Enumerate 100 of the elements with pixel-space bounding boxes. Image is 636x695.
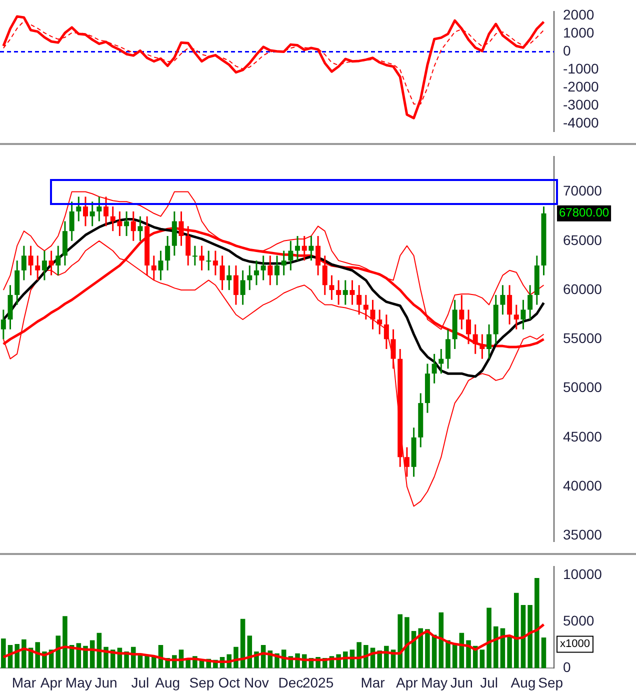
- candlestick: [165, 235, 170, 272]
- candlestick: [281, 250, 286, 276]
- candlestick: [212, 250, 218, 276]
- candlestick: [104, 196, 109, 227]
- candlestick: [316, 235, 321, 276]
- y-tick-label: 0: [563, 659, 571, 676]
- candlestick: [500, 284, 506, 316]
- bar: [62, 616, 68, 668]
- candlestick: [35, 254, 40, 281]
- x-tick-label: Sep: [538, 674, 564, 690]
- y-tick-label: 50000: [563, 379, 602, 396]
- x-tick-label: Apr: [40, 674, 63, 690]
- bar: [514, 592, 519, 668]
- y-tick-label: 65000: [563, 232, 602, 248]
- candlestick: [288, 240, 294, 272]
- candlestick: [240, 270, 246, 306]
- bar: [425, 629, 430, 668]
- y-tick-label: 5000: [563, 612, 594, 629]
- candlestick: [322, 254, 328, 296]
- bar: [1, 638, 6, 668]
- candlestick: [117, 210, 122, 237]
- candlestick: [438, 348, 444, 374]
- y-tick-label: -3000: [563, 96, 600, 113]
- candlestick: [48, 250, 54, 276]
- x-tick-label: May: [421, 674, 448, 690]
- candlestick: [28, 245, 34, 276]
- x-tick-label: Oct: [218, 674, 240, 690]
- candlestick: [130, 210, 136, 242]
- y-tick-label: 35000: [563, 526, 602, 543]
- candlestick: [254, 260, 259, 286]
- x-tick-label: Mar: [12, 674, 36, 690]
- x-tick-label: 2025: [302, 674, 334, 690]
- x-tick-label: Jul: [131, 674, 150, 690]
- candlestick: [514, 304, 519, 330]
- bar: [247, 636, 252, 668]
- bar: [130, 646, 136, 668]
- x-tick-label: Aug: [510, 674, 536, 690]
- y-tick-label: 2000: [563, 6, 594, 23]
- bar: [480, 650, 485, 668]
- candlestick: [96, 196, 102, 222]
- y-tick-label: 10000: [563, 566, 602, 582]
- bar: [507, 636, 512, 668]
- bar: [493, 626, 498, 668]
- bar: [486, 608, 492, 668]
- x-tick-label: Dec: [278, 674, 304, 690]
- candlestick: [528, 284, 533, 320]
- candlestick: [295, 235, 300, 262]
- x-tick-label: Sep: [189, 674, 214, 690]
- candlestick: [308, 235, 314, 262]
- y-tick-label: 40000: [563, 477, 602, 494]
- candlestick: [377, 308, 382, 336]
- y-tick-label: 1000: [563, 24, 594, 41]
- candlestick: [486, 324, 492, 360]
- x-tick-label: Aug: [155, 674, 180, 690]
- candlestick: [158, 250, 164, 281]
- bar: [22, 639, 26, 668]
- x-tick-label: Nov: [244, 674, 269, 690]
- candlestick: [356, 284, 362, 316]
- candlestick: [0, 308, 6, 340]
- candlestick: [21, 245, 26, 281]
- candlestick: [445, 328, 450, 370]
- candlestick: [363, 294, 368, 320]
- y-tick-label: -1000: [563, 60, 600, 77]
- x-tick-label: Jul: [480, 674, 498, 690]
- candlestick: [206, 250, 212, 272]
- candlestick: [124, 210, 130, 237]
- candlestick: [76, 196, 82, 222]
- candlestick: [507, 284, 512, 326]
- bar: [534, 578, 540, 668]
- candlestick: [226, 264, 232, 291]
- y-tick-label: -4000: [563, 114, 600, 131]
- y-tick-label: 0: [563, 42, 571, 59]
- bar: [418, 628, 424, 668]
- y-tick-label: 70000: [563, 182, 602, 199]
- bar: [151, 657, 156, 668]
- y-tick-label: 55000: [563, 330, 602, 346]
- text: x1000: [560, 638, 590, 650]
- bar: [398, 614, 403, 668]
- y-tick-label: 60000: [563, 280, 602, 297]
- bar: [446, 640, 450, 668]
- bar: [56, 636, 61, 668]
- x-tick-label: Apr: [396, 674, 418, 690]
- candlestick: [302, 235, 307, 262]
- candlestick: [432, 353, 437, 384]
- candlestick: [404, 446, 410, 478]
- x-tick-label: Jun: [450, 674, 473, 690]
- candlestick: [138, 216, 143, 242]
- text: 67800.00: [559, 206, 610, 220]
- candlestick: [329, 274, 334, 301]
- candlestick: [82, 196, 88, 227]
- candlestick: [233, 264, 238, 306]
- candlestick: [69, 200, 74, 242]
- bar: [520, 604, 526, 668]
- candlestick: [199, 245, 204, 272]
- candlestick: [268, 254, 273, 286]
- y-tick-label: 45000: [563, 428, 602, 444]
- candlestick: [342, 279, 348, 306]
- candlestick: [336, 279, 342, 306]
- candlestick: [192, 245, 198, 266]
- candlestick: [260, 254, 266, 281]
